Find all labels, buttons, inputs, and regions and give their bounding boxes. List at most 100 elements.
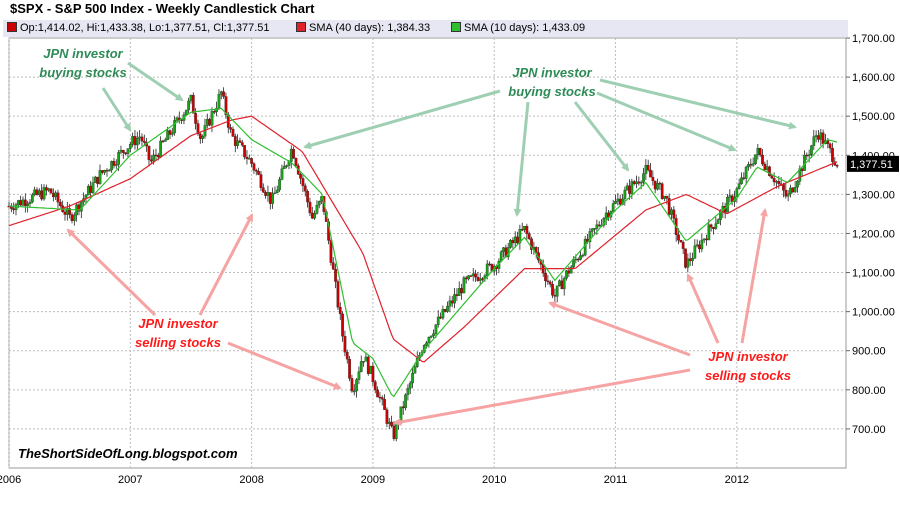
candle-body — [413, 366, 417, 374]
candle-body — [670, 209, 673, 215]
candle-body — [268, 192, 272, 204]
candle-body — [467, 275, 470, 280]
candle-body — [714, 223, 718, 229]
candle-body — [644, 164, 648, 174]
candle-body — [37, 190, 41, 195]
sell-arrow — [548, 301, 691, 357]
candle-body — [516, 236, 519, 244]
candle-body — [464, 277, 468, 280]
candle-body — [835, 164, 839, 167]
candle-body — [658, 182, 662, 185]
buy-arrow — [101, 87, 132, 132]
candle-body — [301, 178, 305, 187]
candle-body — [488, 263, 491, 266]
candle-body — [12, 208, 16, 211]
candle-body — [350, 378, 354, 392]
candle-body — [786, 193, 790, 197]
candle-body — [618, 198, 622, 205]
candle-body — [278, 179, 281, 191]
candle-body — [805, 154, 809, 157]
candle-body — [117, 152, 120, 165]
candle-body — [40, 190, 44, 200]
candle-body — [595, 224, 599, 229]
candle-body — [716, 219, 720, 224]
candle-body — [712, 227, 715, 229]
sell-label-left-line-2: selling stocks — [135, 335, 221, 350]
legend-sma10-text: SMA (10 days): 1,433.09 — [464, 22, 586, 34]
candle-body — [205, 119, 209, 126]
candle-body — [196, 123, 200, 135]
candle-body — [527, 233, 531, 239]
candle-body — [392, 425, 396, 439]
candle-body — [378, 396, 382, 399]
candle-body — [250, 158, 253, 164]
candle-body — [534, 247, 538, 253]
candle-body — [47, 188, 51, 191]
candle-body — [831, 148, 834, 162]
candle-body — [777, 181, 781, 185]
candle-body — [677, 234, 680, 241]
candle-body — [614, 201, 617, 204]
candle-body — [616, 198, 620, 202]
candle-body — [653, 180, 657, 190]
legend-sma10: SMA (10 days): 1,433.09 — [451, 22, 585, 34]
candle-body — [187, 100, 190, 111]
candle-body — [121, 150, 125, 153]
candle-body — [768, 166, 771, 176]
candle-body — [525, 226, 529, 234]
grid — [8, 37, 847, 469]
candle-body — [572, 259, 575, 268]
candle-body — [105, 170, 109, 172]
candle-body — [21, 199, 25, 206]
y-tick-label: 1,000.00 — [852, 307, 895, 319]
sell-arrow — [198, 213, 254, 316]
x-tick-label: 2010 — [482, 474, 506, 486]
candle-body — [597, 224, 601, 226]
candle-body — [551, 283, 554, 296]
legend-ohlc: Op:1,414.02, Hi:1,433.38, Lo:1,377.51, C… — [7, 22, 270, 34]
candle-body — [649, 169, 652, 178]
buy-arrow — [596, 91, 737, 152]
candle-body — [107, 169, 111, 172]
candle-body — [103, 170, 106, 173]
y-tick-label: 700.00 — [852, 424, 886, 436]
candle-body — [478, 278, 482, 281]
buy-arrow — [127, 61, 184, 102]
candle-body — [168, 130, 172, 135]
sma10-swatch-icon — [451, 22, 461, 32]
candle-body — [513, 236, 517, 244]
buy-arrow — [513, 101, 530, 217]
y-tick-label: 1,600.00 — [852, 72, 895, 84]
candle-body — [476, 276, 480, 281]
candle-body — [761, 154, 764, 165]
buy-label-right-line-2: buying stocks — [508, 84, 595, 99]
x-tick-label: 2006 — [0, 474, 21, 486]
candle-body — [642, 173, 645, 183]
candle-body — [812, 136, 816, 146]
sma-lines — [8, 107, 838, 398]
candle-body — [166, 130, 169, 141]
candle-body — [406, 388, 410, 395]
candle-body — [191, 95, 195, 114]
candle-body — [72, 214, 76, 221]
candle-body — [70, 214, 74, 221]
candle-body — [294, 158, 298, 166]
candle-body — [604, 212, 608, 219]
candle-body — [352, 390, 356, 393]
buy-label-left-line-1: JPN investor — [43, 46, 123, 61]
candle-body — [189, 95, 193, 102]
y-tick-label: 1,200.00 — [852, 228, 895, 240]
axes: 2006 2007 2008 2009 2010 2011 2012 700.00 800.00… — [0, 33, 899, 486]
candle-body — [546, 280, 550, 283]
candle-body — [789, 187, 792, 195]
candle-body — [737, 183, 741, 189]
candle-body — [691, 258, 694, 261]
x-tick-label: 2009 — [361, 474, 385, 486]
candle-body — [567, 270, 571, 274]
candle-body — [807, 154, 811, 157]
candle-body — [373, 381, 377, 391]
candle-body — [51, 193, 55, 198]
candle-body — [334, 269, 337, 282]
sell-label-right-line-2: selling stocks — [705, 368, 791, 383]
